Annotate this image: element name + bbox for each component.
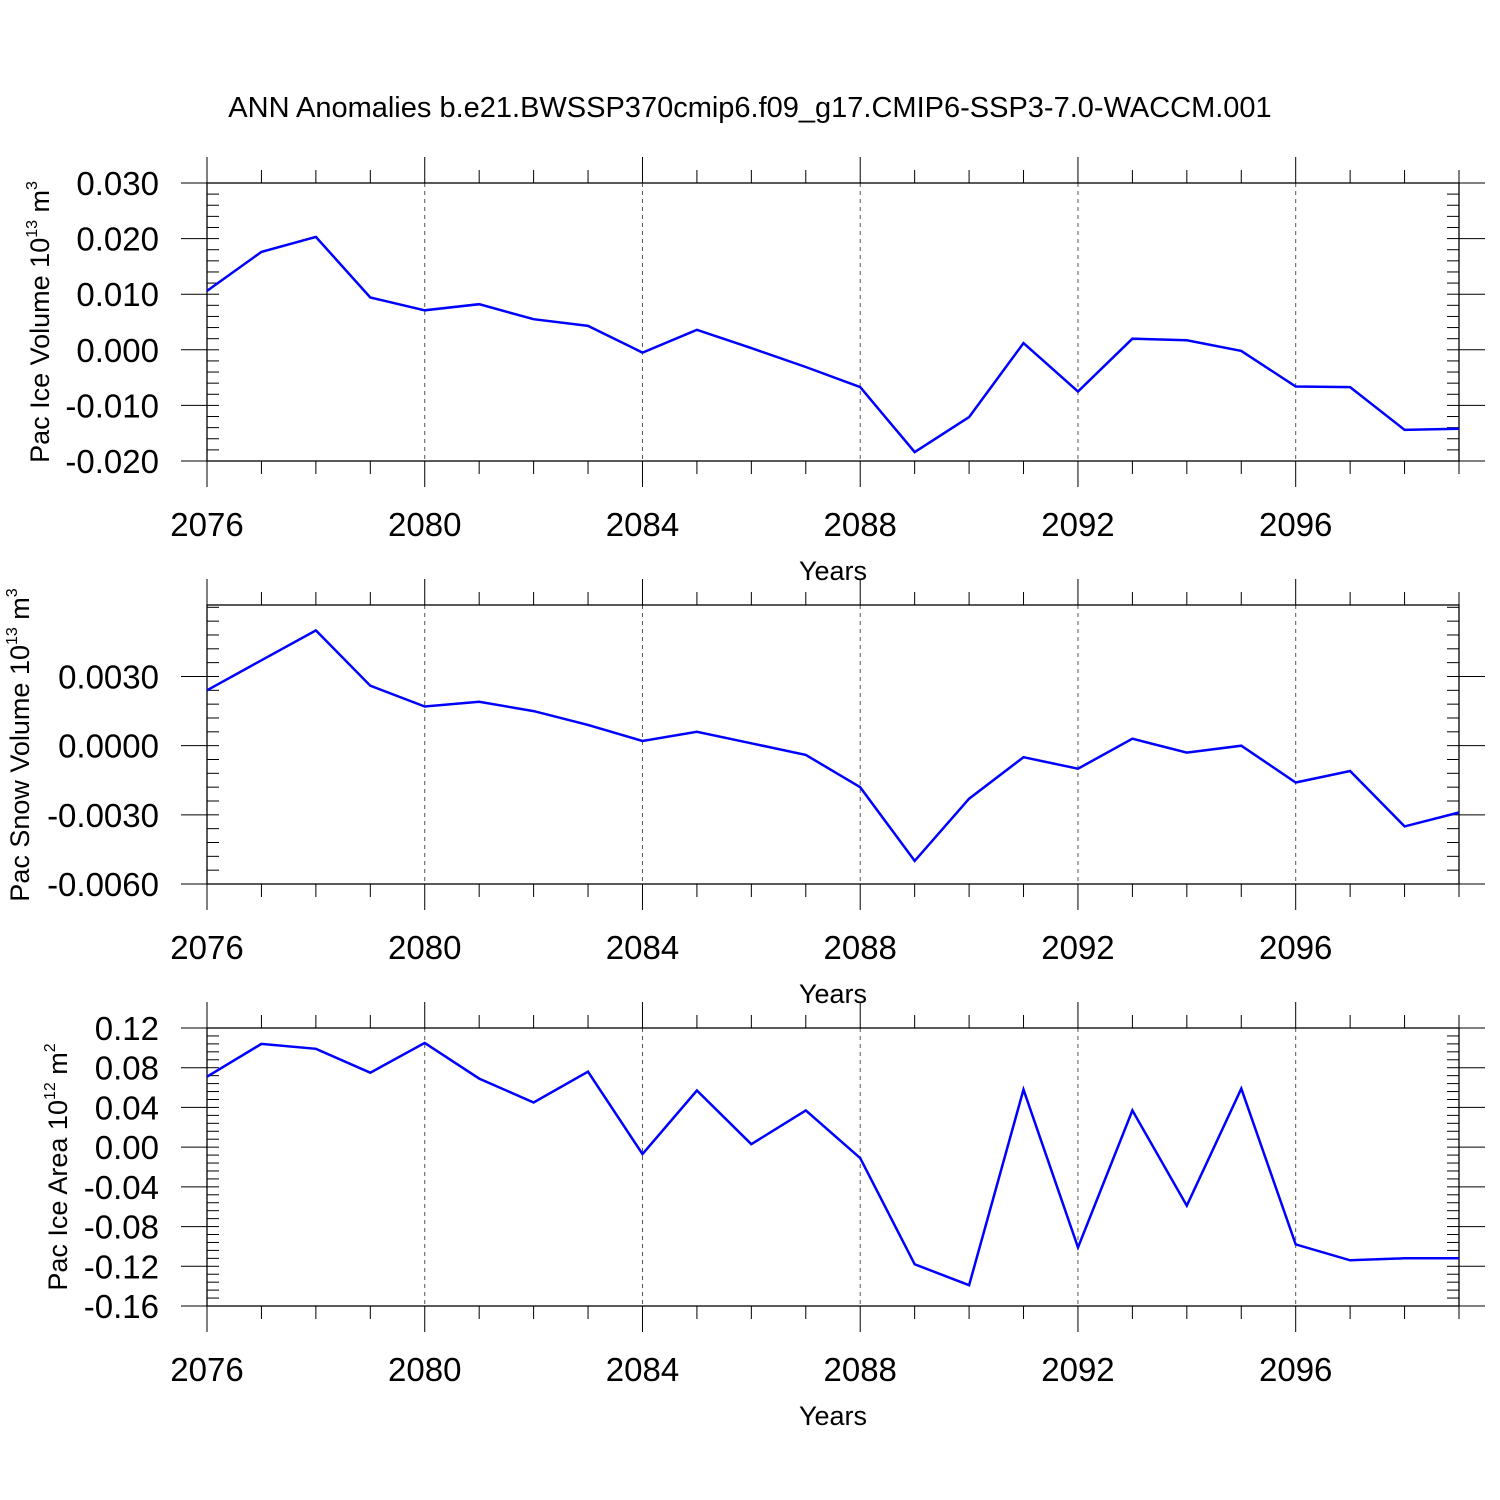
x-axis-label: Years: [799, 556, 867, 586]
x-tick-label: 2076: [170, 1351, 243, 1388]
plot-frame: [206, 182, 1460, 462]
x-tick-label: 2088: [824, 506, 897, 543]
series-line: [206, 235, 1460, 454]
y-tick-label: 0.020: [76, 221, 159, 258]
x-tick-label: 2084: [606, 1351, 679, 1388]
y-tick-label: -0.08: [84, 1209, 159, 1246]
x-tick-label: 2076: [170, 506, 243, 543]
panel-1: 2076 2080 2084 2088 2092 2096 Years -0.020 -0.01…: [24, 157, 1485, 586]
series-line: [206, 1041, 1459, 1287]
y-tick-label: 0.0000: [58, 728, 159, 765]
y-tick-label: 0.08: [95, 1050, 159, 1087]
y-tick-label: 0.0030: [58, 658, 159, 695]
y-tick-label: -0.04: [84, 1169, 159, 1206]
y-tick-label: -0.0060: [47, 866, 159, 903]
series-line: [206, 628, 1460, 863]
y-axis-label: Pac Ice Volume 1013 m3: [24, 181, 55, 463]
y-tick-label: -0.16: [84, 1288, 159, 1325]
x-tick-label: 2096: [1259, 929, 1332, 966]
x-tick-label: 2088: [824, 1351, 897, 1388]
x-tick-label: 2080: [388, 929, 461, 966]
y-tick-label: -0.010: [65, 387, 159, 424]
panel-2: 2076 2080 2084 2088 2092 2096 Years -0.0060 -0.0…: [4, 579, 1485, 1009]
y-axis-label: Pac Snow Volume 1013 m3: [4, 588, 35, 901]
x-tick-label: 2096: [1259, 506, 1332, 543]
x-tick-label: 2080: [388, 1351, 461, 1388]
y-tick-label: 0.00: [95, 1129, 159, 1166]
plot-frame: [206, 604, 1460, 885]
x-tick-label: 2076: [170, 929, 243, 966]
x-tick-label: 2092: [1041, 506, 1114, 543]
y-tick-label: 0.04: [95, 1089, 159, 1126]
plot-frame: [206, 1027, 1460, 1307]
x-tick-label: 2084: [606, 506, 679, 543]
y-axis-label: Pac Ice Area 1012 m2: [42, 1043, 73, 1290]
chart-title: ANN Anomalies b.e21.BWSSP370cmip6.f09_g1…: [228, 92, 1272, 124]
y-tick-label: 0.000: [76, 332, 159, 369]
x-axis-label: Years: [799, 1401, 867, 1431]
x-tick-label: 2092: [1041, 929, 1114, 966]
y-tick-label: 0.12: [95, 1010, 159, 1047]
x-tick-label: 2092: [1041, 1351, 1114, 1388]
x-tick-label: 2096: [1259, 1351, 1332, 1388]
y-tick-label: 0.010: [76, 276, 159, 313]
y-tick-label: -0.0030: [47, 797, 159, 834]
panel-3: 2076 2080 2084 2088 2092 2096Years-0.16-0.12-…: [42, 1002, 1485, 1431]
y-tick-label: -0.12: [84, 1248, 159, 1285]
x-tick-label: 2088: [824, 929, 897, 966]
x-tick-label: 2080: [388, 506, 461, 543]
y-tick-label: -0.020: [65, 443, 159, 480]
y-tick-label: 0.030: [76, 165, 159, 202]
x-tick-label: 2084: [606, 929, 679, 966]
x-axis-label: Years: [799, 979, 867, 1009]
